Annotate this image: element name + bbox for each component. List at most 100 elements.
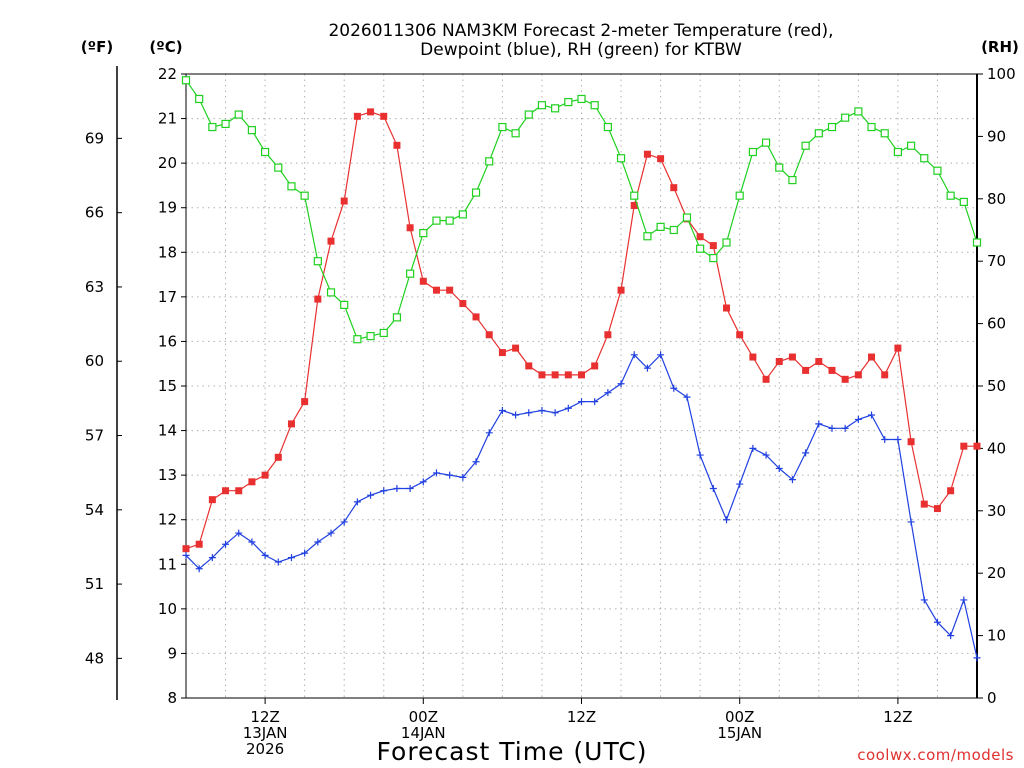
fahrenheit-tick-label: 57	[85, 427, 104, 445]
data-point	[736, 480, 744, 488]
data-point	[564, 371, 572, 379]
fahrenheit-tick-label: 48	[85, 649, 104, 667]
x-tick-label: 15JAN	[717, 724, 762, 742]
data-point	[657, 351, 665, 359]
data-point	[379, 328, 388, 338]
data-point	[604, 389, 612, 397]
data-point	[314, 538, 322, 546]
data-point	[933, 166, 942, 175]
data-point	[393, 141, 401, 149]
data-point	[802, 366, 810, 374]
data-point	[235, 487, 243, 495]
fahrenheit-tick-label: 60	[85, 352, 104, 370]
data-point	[195, 540, 203, 548]
x-tick-label: 00Z	[409, 708, 438, 726]
data-point	[894, 435, 902, 443]
data-point	[367, 491, 375, 499]
data-point	[591, 362, 599, 370]
data-point	[327, 529, 335, 537]
x-tick-label: 14JAN	[401, 724, 446, 742]
data-point	[696, 244, 705, 253]
data-point	[195, 565, 203, 573]
data-point	[498, 349, 506, 357]
data-point	[604, 331, 612, 339]
data-point	[208, 122, 217, 132]
data-point	[472, 458, 480, 466]
data-point	[973, 654, 981, 662]
rh-tick-label: 100	[987, 65, 1016, 83]
celsius-tick-label: 21	[158, 110, 177, 128]
data-point	[261, 147, 270, 157]
series-dewpoint	[182, 351, 981, 662]
data-point	[287, 420, 295, 428]
data-point	[669, 225, 678, 235]
data-point	[907, 438, 915, 446]
data-point	[274, 453, 282, 461]
celsius-tick-label: 16	[158, 332, 177, 350]
data-point	[208, 554, 216, 562]
series-rh	[181, 76, 982, 344]
celsius-tick-label: 14	[158, 422, 177, 440]
data-point	[419, 229, 428, 238]
x-tick-label: 12Z	[883, 708, 912, 726]
data-point	[195, 94, 204, 104]
celsius-tick-label: 22	[158, 65, 177, 83]
data-point	[472, 313, 480, 321]
data-point	[498, 122, 507, 132]
data-point	[551, 371, 559, 379]
data-point	[406, 224, 414, 232]
celsius-tick-label: 13	[158, 466, 177, 484]
data-point	[353, 112, 361, 120]
data-point	[367, 108, 375, 116]
celsius-tick-label: 20	[158, 154, 177, 172]
data-point	[274, 163, 283, 172]
data-point	[511, 129, 520, 138]
data-point	[485, 429, 493, 437]
data-point	[459, 473, 467, 481]
rh-tick-label: 0	[987, 689, 997, 707]
rh-tick-label: 70	[987, 252, 1006, 270]
data-point	[287, 182, 296, 191]
data-point	[696, 233, 704, 241]
data-point	[722, 238, 731, 247]
data-point	[643, 364, 651, 372]
data-point	[512, 411, 520, 419]
tick-labels: 8 9 10 11 12 13 14 15 16 17 18 19 20 21 22 48 51 54 57 60 63…	[85, 65, 1016, 758]
data-point	[880, 129, 889, 138]
data-point	[300, 191, 309, 200]
data-point	[524, 110, 533, 119]
celsius-tick-label: 11	[158, 555, 177, 573]
data-point	[630, 191, 639, 200]
data-point	[512, 344, 520, 352]
data-point	[828, 366, 836, 374]
data-point	[972, 238, 982, 247]
series-line	[185, 111, 977, 550]
data-point	[670, 184, 678, 192]
fahrenheit-tick-label: 51	[85, 575, 104, 593]
data-point	[841, 113, 850, 122]
data-point	[578, 371, 585, 379]
data-point	[946, 191, 955, 200]
data-point	[682, 213, 692, 222]
rh-unit-label: (RH)	[981, 38, 1019, 56]
data-point	[182, 545, 190, 553]
data-point	[630, 351, 638, 359]
data-point	[893, 147, 903, 157]
data-point	[854, 415, 862, 423]
data-point	[261, 551, 269, 559]
data-point	[868, 411, 876, 419]
data-point	[222, 487, 230, 495]
data-point	[894, 344, 902, 352]
data-point	[419, 478, 427, 486]
data-point	[723, 304, 731, 312]
data-point	[525, 362, 533, 370]
data-point	[366, 331, 375, 341]
data-point	[801, 141, 810, 150]
data-point	[854, 371, 862, 379]
data-point	[920, 596, 928, 604]
data-point	[222, 540, 230, 548]
data-point	[788, 175, 797, 185]
celsius-tick-label: 18	[158, 243, 177, 261]
rh-tick-label: 60	[987, 315, 1006, 333]
celsius-tick-label: 17	[158, 288, 177, 306]
